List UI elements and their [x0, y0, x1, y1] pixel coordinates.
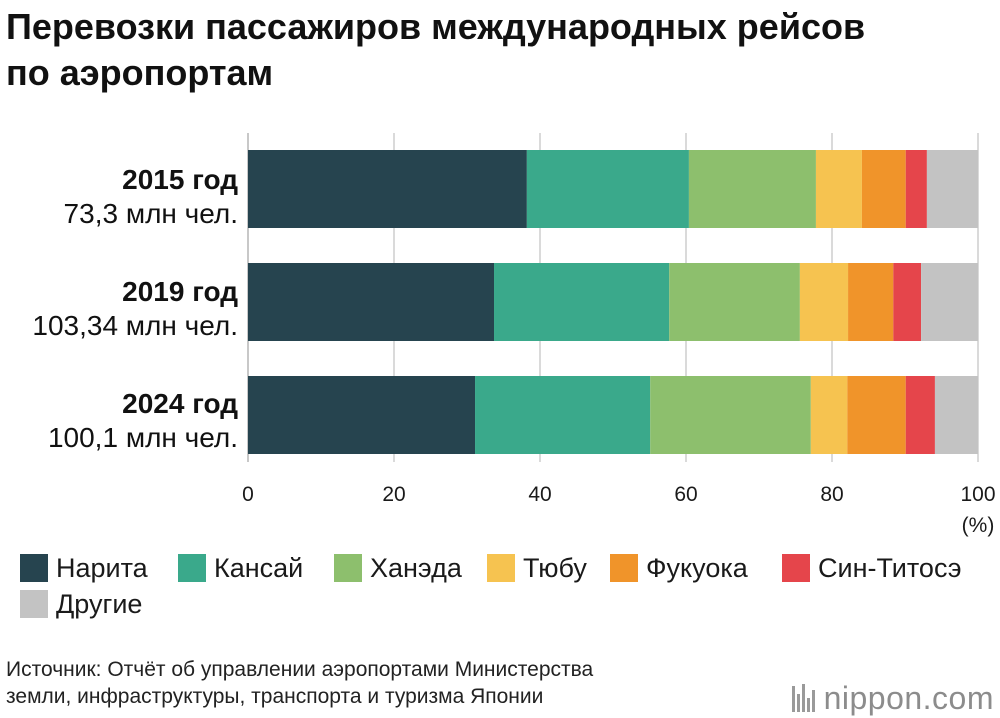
- x-tick-label-80: 80: [820, 483, 844, 506]
- legend-swatch-other: [20, 590, 48, 618]
- bar-segment-haneda-2019: [669, 263, 800, 341]
- nippon-logo-text: nippon.com: [823, 680, 994, 716]
- x-tick-label-100: 100: [960, 483, 996, 506]
- bar-segment-chubu-2019: [799, 263, 849, 341]
- legend-swatch-chubu: [487, 554, 515, 582]
- chart-title-line-2: по аэропортам: [6, 52, 274, 93]
- legend-swatch-new-chitose: [782, 554, 810, 582]
- x-tick-label-40: 40: [528, 483, 552, 506]
- x-tick-label-0: 0: [242, 483, 254, 506]
- legend-item-other: Другие: [20, 590, 142, 618]
- category-year-label: 2019 год: [122, 276, 238, 307]
- bar-segment-fukuoka-2024: [847, 376, 906, 454]
- bar-segment-new-chitose-2024: [905, 376, 935, 454]
- bar-segment-narita-2015: [248, 150, 527, 228]
- legend-item-kansai: Кансай: [178, 554, 303, 582]
- bar-segment-narita-2019: [248, 263, 495, 341]
- source-note-line-1: Источник: Отчёт об управлении аэропортам…: [6, 658, 594, 681]
- bar-segment-fukuoka-2015: [861, 150, 906, 228]
- legend-label-kansai: Кансай: [214, 553, 304, 583]
- legend-label-haneda: Ханэда: [370, 553, 462, 583]
- bar-segment-kansai-2019: [494, 263, 670, 341]
- bar-segment-chubu-2024: [810, 376, 848, 454]
- nippon-logo: nippon.com: [791, 680, 994, 716]
- chart-title-line-1: Перевозки пассажиров международных рейсо…: [6, 6, 866, 47]
- bar-segment-fukuoka-2019: [848, 263, 894, 341]
- bar-segment-kansai-2015: [526, 150, 689, 228]
- bar-segment-kansai-2024: [475, 376, 651, 454]
- category-year-label: 2015 год: [122, 164, 238, 195]
- legend-item-chubu: Тюбу: [487, 554, 587, 582]
- bar-segment-chubu-2015: [815, 150, 862, 228]
- bar-segment-narita-2024: [248, 376, 476, 454]
- bar-segment-new-chitose-2019: [893, 263, 922, 341]
- source-note-line-2: земли, инфраструктуры, транспорта и тури…: [6, 685, 544, 708]
- bar-segment-haneda-2015: [688, 150, 816, 228]
- bar-segment-other-2015: [926, 150, 978, 228]
- category-label-2019: 2019 год 103,34 млн чел.: [32, 275, 238, 343]
- bar-segment-haneda-2024: [650, 376, 811, 454]
- category-year-label: 2024 год: [122, 388, 238, 419]
- category-total-label: 100,1 млн чел.: [47, 422, 238, 453]
- legend-swatch-kansai: [178, 554, 206, 582]
- x-axis-unit-label: (%): [961, 514, 995, 537]
- chart-title: Перевозки пассажиров международных рейсо…: [6, 4, 865, 96]
- legend-label-fukuoka: Фукуока: [646, 553, 748, 583]
- category-label-2015: 2015 год 73,3 млн чел.: [64, 163, 238, 231]
- legend-item-new-chitose: Син-Титосэ: [782, 554, 962, 582]
- legend-item-narita: Нарита: [20, 554, 148, 582]
- bar-segment-new-chitose-2015: [905, 150, 927, 228]
- legend-item-fukuoka: Фукуока: [610, 554, 748, 582]
- legend-label-narita: Нарита: [56, 553, 148, 583]
- x-tick-label-60: 60: [674, 483, 698, 506]
- legend-label-other: Другие: [56, 589, 143, 619]
- legend-item-haneda: Ханэда: [334, 554, 462, 582]
- bar-segment-other-2019: [921, 263, 978, 341]
- source-note: Источник: Отчёт об управлении аэропортам…: [6, 656, 593, 710]
- bar-segment-other-2024: [934, 376, 978, 454]
- category-label-2024: 2024 год 100,1 млн чел.: [48, 387, 238, 455]
- legend-label-new-chitose: Син-Титосэ: [818, 553, 962, 583]
- legend-label-chubu: Тюбу: [523, 553, 587, 583]
- nippon-logo-icon: [791, 684, 815, 712]
- legend-swatch-narita: [20, 554, 48, 582]
- category-total-label: 73,3 млн чел.: [63, 198, 238, 229]
- legend-swatch-fukuoka: [610, 554, 638, 582]
- x-tick-label-20: 20: [382, 483, 406, 506]
- chart-plot-area: [247, 133, 979, 462]
- category-total-label: 103,34 млн чел.: [32, 310, 238, 341]
- legend-swatch-haneda: [334, 554, 362, 582]
